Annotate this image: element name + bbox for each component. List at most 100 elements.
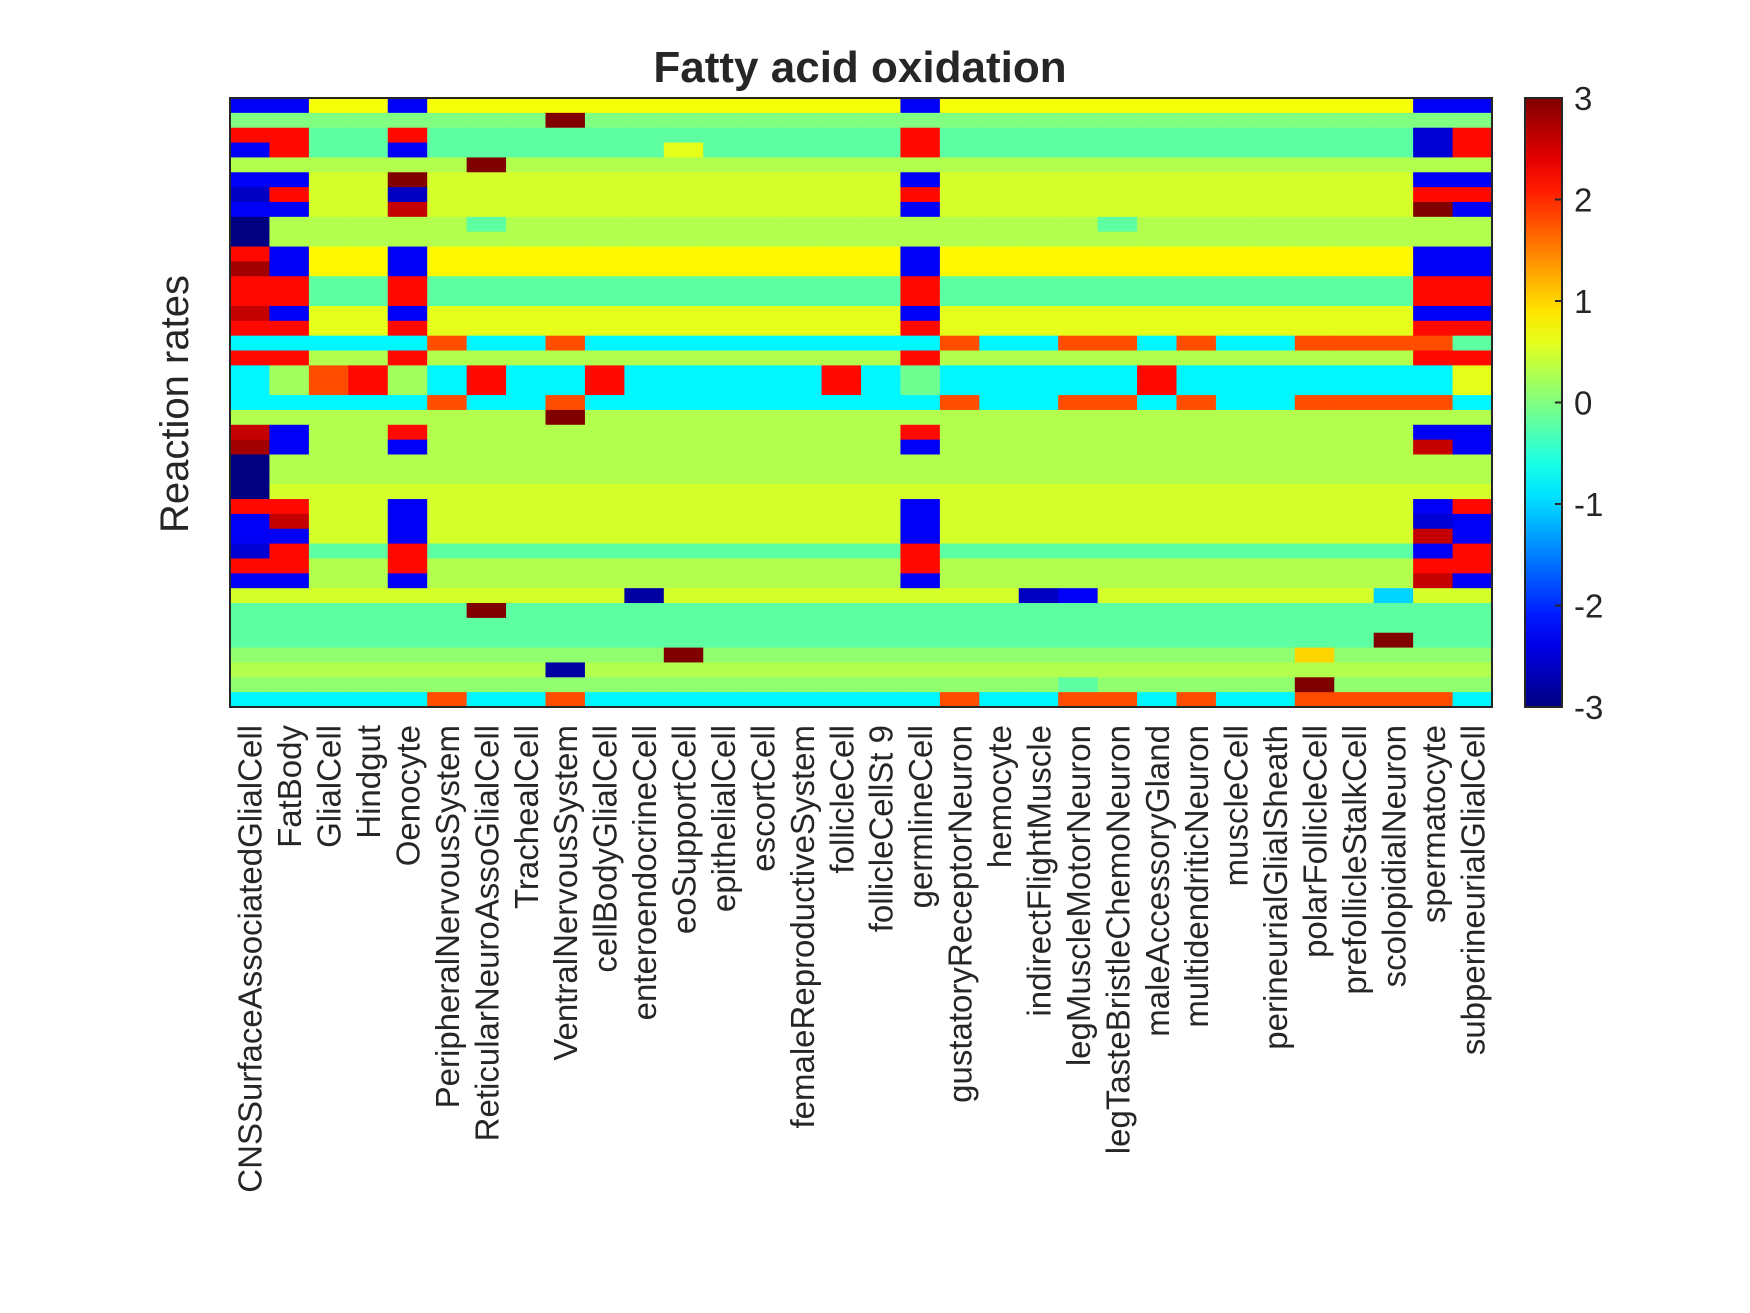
- heatmap-cell: [1058, 543, 1099, 560]
- heatmap-cell: [1058, 424, 1099, 441]
- heatmap-cell: [387, 127, 428, 144]
- heatmap-cell: [663, 350, 704, 366]
- heatmap-cell: [1452, 201, 1493, 218]
- heatmap-cell: [821, 409, 862, 426]
- heatmap-cell: [1373, 261, 1414, 277]
- heatmap-cell: [545, 662, 586, 678]
- heatmap-cell: [1058, 261, 1099, 277]
- heatmap-cell: [466, 677, 507, 693]
- heatmap-cell: [348, 499, 389, 515]
- heatmap-cell: [1452, 216, 1493, 233]
- heatmap-cell: [703, 409, 744, 426]
- heatmap-cell: [1334, 172, 1375, 188]
- heatmap-cell: [427, 454, 468, 470]
- colorbar-tick-label: -1: [1574, 486, 1603, 523]
- heatmap-cell: [1176, 603, 1217, 619]
- heatmap-cell: [782, 157, 823, 173]
- heatmap-cell: [1097, 632, 1138, 649]
- heatmap-cell: [1137, 617, 1178, 634]
- heatmap-cell: [782, 528, 823, 545]
- heatmap-cell: [1058, 469, 1099, 485]
- heatmap-cell: [1294, 187, 1335, 203]
- heatmap-cell: [506, 439, 547, 456]
- heatmap-cell: [1176, 291, 1217, 307]
- heatmap-cell: [1058, 395, 1099, 411]
- heatmap-cell: [1373, 157, 1414, 173]
- heatmap-cell: [1058, 677, 1099, 693]
- heatmap-cell: [1413, 484, 1454, 500]
- x-tick-label: scolopidialNeuron: [1375, 725, 1412, 987]
- heatmap-cell: [742, 513, 783, 530]
- heatmap-cell: [1334, 603, 1375, 619]
- heatmap-cell: [663, 588, 704, 604]
- heatmap-cell: [1137, 513, 1178, 530]
- colorbar-tick-label: 2: [1574, 182, 1592, 219]
- heatmap-cell: [624, 439, 665, 456]
- heatmap-cell: [900, 305, 941, 322]
- heatmap-cell: [308, 291, 349, 307]
- heatmap-cell: [1373, 662, 1414, 678]
- heatmap-cell: [1176, 246, 1217, 262]
- heatmap-cell: [1255, 112, 1296, 129]
- heatmap-cell: [979, 112, 1020, 129]
- heatmap-cell: [466, 187, 507, 203]
- heatmap-cell: [703, 558, 744, 574]
- heatmap-cell: [584, 261, 625, 277]
- x-tick-label: follicleCellSt 9: [863, 725, 900, 932]
- heatmap-cell: [782, 632, 823, 649]
- heatmap-cell: [1058, 409, 1099, 426]
- heatmap-cell: [821, 172, 862, 188]
- heatmap-cell: [387, 424, 428, 441]
- heatmap-cell: [900, 172, 941, 188]
- heatmap-cell: [506, 395, 547, 411]
- heatmap-cell: [782, 513, 823, 530]
- heatmap-cell: [900, 350, 941, 366]
- heatmap-cell: [861, 127, 902, 144]
- heatmap-cell: [624, 662, 665, 678]
- heatmap-cell: [1255, 395, 1296, 411]
- heatmap-cell: [1058, 454, 1099, 470]
- heatmap-cell: [1294, 484, 1335, 500]
- colorbar-tick-label: 0: [1574, 385, 1592, 422]
- heatmap-cell: [1018, 112, 1059, 129]
- heatmap-cell: [584, 365, 625, 381]
- heatmap-cell: [1294, 543, 1335, 560]
- heatmap-cell: [821, 439, 862, 456]
- heatmap-cell: [1294, 395, 1335, 411]
- heatmap-cell: [387, 157, 428, 173]
- heatmap-cell: [900, 499, 941, 515]
- x-tick-label: hemocyte: [981, 725, 1018, 868]
- heatmap-cell: [387, 305, 428, 322]
- heatmap-cell: [624, 201, 665, 218]
- heatmap-cell: [230, 231, 271, 248]
- heatmap-cell: [1215, 632, 1256, 649]
- heatmap-cell: [1413, 305, 1454, 322]
- heatmap-cell: [1097, 201, 1138, 218]
- heatmap-cell: [506, 543, 547, 560]
- heatmap-cell: [466, 112, 507, 129]
- heatmap-cell: [506, 320, 547, 337]
- heatmap-cell: [782, 380, 823, 396]
- heatmap-cell: [703, 246, 744, 262]
- heatmap-cell: [387, 98, 428, 114]
- heatmap-cell: [900, 231, 941, 248]
- heatmap-cell: [742, 305, 783, 322]
- heatmap-cell: [1373, 395, 1414, 411]
- heatmap-cell: [1413, 246, 1454, 262]
- heatmap-cell: [1452, 439, 1493, 456]
- heatmap-cell: [545, 469, 586, 485]
- heatmap-cell: [1413, 632, 1454, 649]
- heatmap-cell: [308, 320, 349, 337]
- heatmap-cell: [663, 305, 704, 322]
- heatmap-cell: [1018, 127, 1059, 144]
- heatmap-cell: [861, 365, 902, 381]
- heatmap-cell: [1176, 692, 1217, 708]
- heatmap-cell: [1097, 454, 1138, 470]
- heatmap-cell: [506, 662, 547, 678]
- heatmap-cell: [939, 528, 980, 545]
- heatmap-cell: [742, 231, 783, 248]
- heatmap-cell: [269, 677, 310, 693]
- heatmap-cell: [506, 454, 547, 470]
- heatmap-cell: [782, 558, 823, 574]
- heatmap-cell: [1334, 395, 1375, 411]
